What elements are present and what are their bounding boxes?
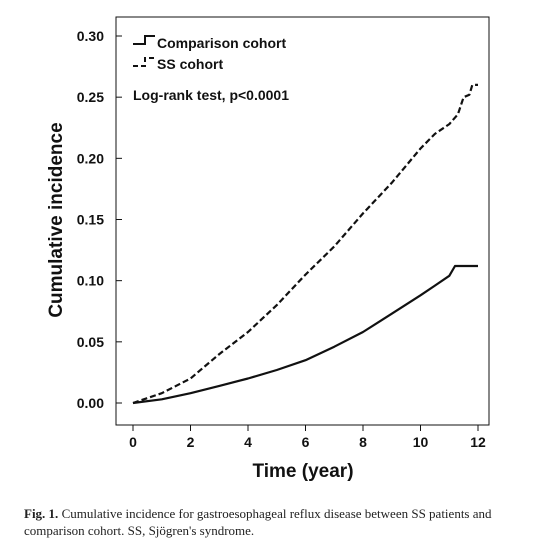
y-tick-label: 0.20 [77,150,104,166]
x-tick-label: 8 [359,434,367,450]
y-tick-label: 0.25 [77,89,104,105]
x-tick-label: 0 [129,434,137,450]
y-tick-label: 0.15 [77,212,104,228]
legend-label-comparison: Comparison cohort [157,35,286,51]
legend-swatch-ss [133,57,155,67]
x-tick-label: 6 [302,434,310,450]
legend-swatch-comparison [133,35,155,45]
y-tick-label: 0.05 [77,334,104,350]
caption-label: Fig. 1. [24,506,59,521]
x-axis: 0 2 4 6 8 10 12 [129,425,486,450]
x-axis-title: Time (year) [252,461,353,482]
y-axis-title: Cumulative incidence [46,122,67,317]
series-line-comparison [132,264,478,405]
plot-frame [115,16,490,426]
series-layer [132,83,478,405]
caption-text: Cumulative incidence for gastroesophagea… [24,506,492,538]
cumulative-incidence-chart: 0.00 0.05 0.10 0.15 0.20 0.25 0.30 0 2 4 6 8 10 12 C… [46,16,490,482]
figure-caption: Fig. 1. Cumulative incidence for gastroe… [24,505,524,539]
y-tick-label: 0.00 [77,395,104,411]
x-tick-label: 4 [244,434,252,450]
y-tick-label: 0.30 [77,28,104,44]
y-axis: 0.00 0.05 0.10 0.15 0.20 0.25 0.30 [77,28,122,411]
x-tick-label: 2 [187,434,195,450]
x-tick-label: 10 [413,434,429,450]
legend-label-ss: SS cohort [157,56,223,72]
legend: Comparison cohort SS cohort Log-rank tes… [133,35,289,103]
x-tick-label: 12 [470,434,486,450]
log-rank-annotation: Log-rank test, p<0.0001 [133,87,289,103]
y-tick-label: 0.10 [77,273,104,289]
series-line-ss [132,83,478,405]
